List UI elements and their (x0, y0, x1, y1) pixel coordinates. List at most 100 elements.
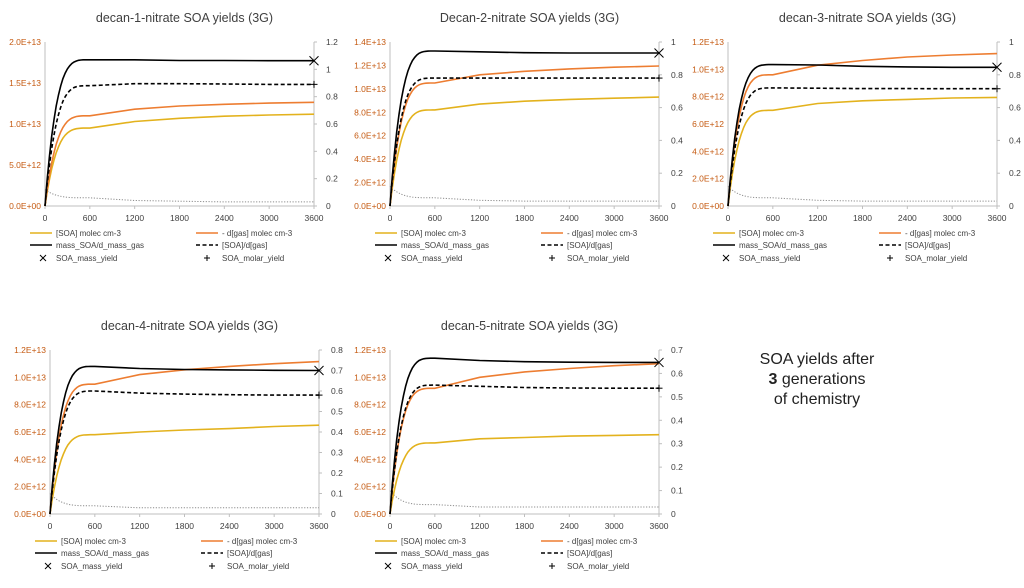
legend-label-molar-yield: SOA_molar_yield (567, 562, 629, 571)
y-right-tick-label: 0.1 (671, 486, 683, 496)
chart-panel-decan-3-nitrate: decan-3-nitrate SOA yields (3G) 0.0E+00 2.… (683, 0, 1023, 280)
legend-label-mass-ratio: mass_SOA/d_mass_gas (401, 549, 489, 558)
y-right-tick-label: 0 (1009, 201, 1014, 211)
y-left-tick-label: 6.0E+12 (692, 119, 724, 129)
y-right-tick-label: 0.5 (331, 407, 343, 417)
y-left-tick-label: 1.0E+13 (14, 372, 46, 382)
y-left-tick-label: 1.4E+13 (354, 37, 386, 47)
chart-title: decan-4-nitrate SOA yields (3G) (101, 319, 278, 333)
marker-mass-yield (314, 365, 324, 376)
series-line-dgas (727, 52, 998, 207)
x-marker-stroke (654, 357, 664, 368)
y-left-tick-label: 0.0E+00 (354, 201, 386, 211)
series-line-dgas (44, 101, 315, 207)
y-right-tick-label: 0 (671, 509, 676, 519)
x-marker-stroke (654, 48, 664, 58)
series-line-soa (44, 113, 315, 207)
legend-label-soa: [SOA] molec cm-3 (401, 537, 466, 546)
marker-molar-yield (310, 80, 318, 88)
y-right-tick-label: 0.4 (331, 427, 343, 437)
marker-mass-yield (992, 62, 1002, 73)
legend-label-molar-ratio: [SOA]/d[gas] (227, 549, 272, 558)
chart-title: decan-5-nitrate SOA yields (3G) (441, 319, 618, 333)
chart-title: decan-3-nitrate SOA yields (3G) (779, 11, 956, 25)
x-tick-label: 1200 (130, 521, 149, 531)
y-right-tick-label: 0.4 (1009, 135, 1021, 145)
y-right-tick-label: 0.7 (331, 366, 343, 376)
y-right-tick-label: 0.8 (1009, 70, 1021, 80)
legend-label-soa: [SOA] molec cm-3 (61, 537, 126, 546)
x-marker-stroke (992, 62, 1002, 73)
y-right-tick-label: 0.6 (326, 119, 338, 129)
x-tick-label: 600 (83, 213, 97, 223)
series-line-dgas (389, 362, 660, 515)
x-tick-label: 1800 (515, 213, 534, 223)
x-tick-label: 600 (428, 521, 442, 531)
y-left-tick-label: 0.0E+00 (14, 509, 46, 519)
x-tick-label: 3000 (605, 521, 624, 531)
x-tick-label: 2400 (560, 213, 579, 223)
legend-label-soa: [SOA] molec cm-3 (401, 229, 466, 238)
y-right-tick-label: 0.8 (331, 345, 343, 355)
legend-label-mass-yield: SOA_mass_yield (401, 254, 462, 263)
legend-key-mass-yield (722, 254, 730, 262)
y-left-tick-label: 1.2E+13 (354, 345, 386, 355)
y-right-tick-label: 0.4 (671, 135, 683, 145)
y-left-tick-label: 2.0E+13 (9, 37, 41, 47)
marker-mass-yield (309, 55, 319, 66)
marker-mass-yield (654, 48, 664, 58)
chart-title: decan-1-nitrate SOA yields (3G) (96, 11, 273, 25)
note-line-2-text: generations (777, 371, 866, 388)
legend-label-mass-ratio: mass_SOA/d_mass_gas (61, 549, 149, 558)
y-right-tick-label: 0.8 (326, 92, 338, 102)
y-left-tick-label: 0.0E+00 (9, 201, 41, 211)
y-right-tick-label: 1.2 (326, 37, 338, 47)
y-left-tick-label: 6.0E+12 (354, 427, 386, 437)
y-left-tick-label: 4.0E+12 (692, 146, 724, 156)
y-left-tick-label: 1.0E+13 (692, 64, 724, 74)
y-left-tick-label: 8.0E+12 (354, 400, 386, 410)
x-tick-label: 0 (48, 521, 53, 531)
series-line-mass-ratio (44, 59, 314, 207)
legend-label-mass-yield: SOA_mass_yield (61, 562, 122, 571)
x-tick-label: 1200 (470, 521, 489, 531)
legend-label-dgas: - d[gas] molec cm-3 (905, 229, 976, 238)
legend-label-dgas: - d[gas] molec cm-3 (567, 537, 638, 546)
legend-label-molar-yield: SOA_molar_yield (222, 254, 284, 263)
x-tick-label: 3000 (265, 521, 284, 531)
y-right-tick-label: 0.2 (671, 462, 683, 472)
legend-label-dgas: - d[gas] molec cm-3 (227, 537, 298, 546)
note-line-1: SOA yields after (759, 351, 875, 368)
y-left-tick-label: 2.0E+12 (14, 482, 46, 492)
note-line-2: 3 generations (705, 370, 929, 390)
series-line-mass-ratio (727, 63, 997, 207)
legend-label-molar-ratio: [SOA]/d[gas] (222, 241, 267, 250)
legend-label-mass-yield: SOA_mass_yield (56, 254, 117, 263)
y-left-tick-label: 2.0E+12 (354, 178, 386, 188)
legend-label-molar-yield: SOA_molar_yield (227, 562, 289, 571)
x-tick-label: 1200 (808, 213, 827, 223)
series-line-minor (389, 490, 659, 508)
chart-title: Decan-2-nitrate SOA yields (3G) (440, 11, 619, 25)
y-right-tick-label: 0.5 (671, 392, 683, 402)
legend-key-mass-yield (44, 562, 52, 570)
legend-label-soa: [SOA] molec cm-3 (56, 229, 121, 238)
series-line-minor (44, 189, 314, 203)
legend-label-dgas: - d[gas] molec cm-3 (567, 229, 638, 238)
y-left-tick-label: 1.0E+13 (9, 119, 41, 129)
series-line-soa (389, 96, 660, 207)
note-line-3: of chemistry (773, 391, 861, 408)
y-left-tick-label: 8.0E+12 (692, 92, 724, 102)
x-tick-label: 3600 (305, 213, 324, 223)
y-left-tick-label: 5.0E+12 (9, 160, 41, 170)
y-left-tick-label: 4.0E+12 (14, 454, 46, 464)
x-marker-stroke (309, 55, 319, 66)
legend-label-molar-yield: SOA_molar_yield (567, 254, 629, 263)
x-tick-label: 2400 (560, 521, 579, 531)
y-right-tick-label: 0.4 (671, 415, 683, 425)
y-left-tick-label: 8.0E+12 (14, 400, 46, 410)
legend-label-mass-yield: SOA_mass_yield (739, 254, 800, 263)
x-tick-label: 3000 (260, 213, 279, 223)
y-right-tick-label: 1 (326, 64, 331, 74)
y-left-tick-label: 1.2E+13 (692, 37, 724, 47)
